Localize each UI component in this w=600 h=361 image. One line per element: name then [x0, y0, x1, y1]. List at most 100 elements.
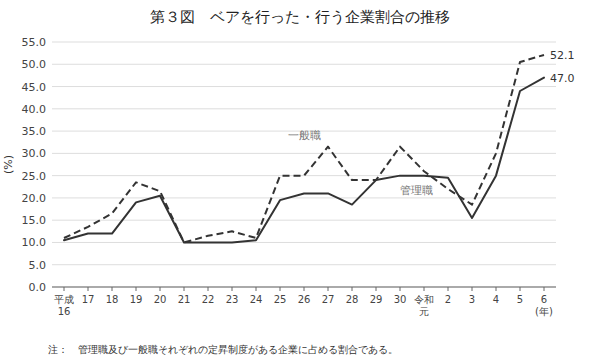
x-tick-label-line: 20 — [154, 294, 167, 305]
title: 第３図 ベアを行った・行う企業割合の推移 — [150, 8, 450, 26]
x-tick — [424, 287, 425, 291]
x-tick — [256, 287, 257, 291]
x-tick-label-line: 元 — [419, 306, 429, 317]
x-tick — [544, 287, 545, 291]
y-tick-label: 45.0 — [22, 81, 47, 94]
x-tick-label: 21 — [178, 294, 191, 305]
x-tick-label: 22 — [202, 294, 215, 305]
series-line — [64, 55, 544, 243]
x-tick — [472, 287, 473, 291]
x-tick-label-line: 18 — [106, 294, 119, 305]
x-tick — [448, 287, 449, 291]
note: 注： 管理職及び一般職それぞれの定昇制度がある企業に占める割合である。 — [48, 344, 398, 355]
x-tick-label-line: 23 — [226, 294, 239, 305]
grid-line — [52, 86, 556, 87]
y-tick-label: 0.0 — [29, 281, 47, 294]
x-tick — [520, 287, 521, 291]
grid-line — [52, 220, 556, 221]
x-tick-label-line: 25 — [274, 294, 287, 305]
x-tick-label: 令和元 — [414, 294, 434, 317]
grid-line — [52, 264, 556, 265]
x-tick-label: 2 — [445, 294, 451, 305]
x-tick-label-line: 平成 — [54, 294, 74, 305]
x-tick-label: 20 — [154, 294, 167, 305]
grid-line — [52, 175, 556, 176]
grid-line — [52, 153, 556, 154]
x-tick-label: 27 — [322, 294, 335, 305]
x-tick-label-line: 3 — [469, 294, 475, 305]
x-tick-label: 6(年) — [535, 294, 553, 317]
x-tick-label-line: 6 — [541, 294, 547, 305]
x-tick — [136, 287, 137, 291]
x-tick-label-line: 24 — [250, 294, 263, 305]
x-tick-label-line: 27 — [322, 294, 335, 305]
y-tick-label: 30.0 — [22, 147, 47, 160]
grid-line — [52, 242, 556, 243]
x-tick-label: 4 — [493, 294, 499, 305]
annotation: 52.1 — [550, 49, 575, 62]
x-tick-label-line: 28 — [346, 294, 359, 305]
x-tick-label-line: 19 — [130, 294, 143, 305]
x-tick-label: 25 — [274, 294, 287, 305]
x-tick — [352, 287, 353, 291]
grid — [52, 42, 556, 287]
x-tick-label: 平成16 — [54, 294, 74, 317]
x-tick — [280, 287, 281, 291]
x-tick-label: 28 — [346, 294, 359, 305]
x-tick-label-line: 26 — [298, 294, 311, 305]
y-axis-label: (%) — [2, 155, 15, 174]
x-tick-label: 3 — [469, 294, 475, 305]
y-tick-label: 55.0 — [22, 36, 47, 49]
x-tick-label: 18 — [106, 294, 119, 305]
series-line — [64, 78, 544, 243]
x-tick — [328, 287, 329, 291]
x-tick-label-line: 30 — [394, 294, 407, 305]
x-tick — [88, 287, 89, 291]
x-tick-label: 17 — [82, 294, 95, 305]
x-tick-label-line: 4 — [493, 294, 499, 305]
x-tick-label-line: 17 — [82, 294, 95, 305]
y-tick-label: 50.0 — [22, 58, 47, 71]
x-tick-label: 30 — [394, 294, 407, 305]
x-tick — [304, 287, 305, 291]
x-tick-label-line: 16 — [58, 306, 71, 317]
annotation: 47.0 — [550, 72, 575, 85]
x-tick — [400, 287, 401, 291]
x-tick-label: 24 — [250, 294, 263, 305]
x-tick — [160, 287, 161, 291]
x-tick-label: 29 — [370, 294, 383, 305]
x-tick — [184, 287, 185, 291]
y-tick-label: 10.0 — [22, 236, 47, 249]
x-tick — [496, 287, 497, 291]
x-tick-label-line: (年) — [535, 306, 553, 317]
x-tick-label: 5 — [517, 294, 523, 305]
x-tick-label: 26 — [298, 294, 311, 305]
grid-line — [52, 197, 556, 198]
x-tick — [112, 287, 113, 291]
grid-line — [52, 64, 556, 65]
x-tick-label-line: 21 — [178, 294, 191, 305]
series-label: 管理職 — [400, 184, 433, 197]
y-tick-label: 5.0 — [29, 259, 47, 272]
x-tick — [64, 287, 65, 291]
y-tick-label: 20.0 — [22, 192, 47, 205]
y-tick-label: 15.0 — [22, 214, 47, 227]
chart: 第３図 ベアを行った・行う企業割合の推移 (%) 0.0 5.0 10.0 15.0 20.… — [0, 0, 600, 361]
x-tick — [232, 287, 233, 291]
y-tick-label: 35.0 — [22, 125, 47, 138]
lines — [64, 55, 544, 243]
grid-line — [52, 108, 556, 109]
x-tick-label-line: 22 — [202, 294, 215, 305]
x-tick-label: 23 — [226, 294, 239, 305]
y-tick-label: 40.0 — [22, 103, 47, 116]
x-tick — [376, 287, 377, 291]
x-tick-label: 19 — [130, 294, 143, 305]
grid-line — [52, 42, 556, 43]
x-tick-label-line: 5 — [517, 294, 523, 305]
x-tick-label-line: 29 — [370, 294, 383, 305]
x-tick-label-line: 2 — [445, 294, 451, 305]
x-tick-label-line: 令和 — [414, 294, 434, 305]
x-tick — [208, 287, 209, 291]
series-label: 一般職 — [288, 129, 321, 142]
y-tick-label: 25.0 — [22, 170, 47, 183]
